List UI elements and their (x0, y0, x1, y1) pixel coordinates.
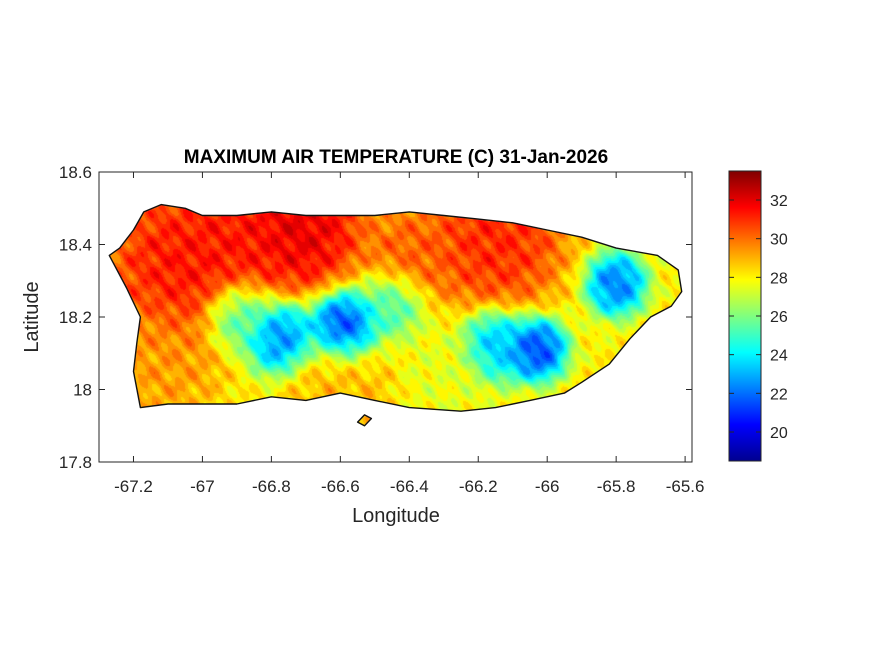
chart-title: MAXIMUM AIR TEMPERATURE (C) 31-Jan-2026 (184, 147, 608, 168)
x-tick-label: -66.2 (459, 477, 498, 496)
coastline-outline (108, 203, 683, 412)
coastline-layer (108, 203, 683, 427)
colorbar-tick-label: 24 (770, 348, 788, 365)
y-tick-label: 18.2 (59, 308, 92, 327)
colorbar-tick-label: 20 (770, 425, 788, 442)
temperature-heatmap (99, 172, 692, 462)
x-tick-label: -65.6 (666, 477, 705, 496)
colorbar-ticks: 32 30 28 26 24 22 20 (729, 193, 788, 442)
x-tick-label: -65.8 (597, 477, 636, 496)
x-axis-label: Longitude (352, 505, 440, 527)
x-tick-label: -66.4 (390, 477, 429, 496)
x-tick-label: -67.2 (114, 477, 153, 496)
x-axis-ticks: -67.2 -67 -66.8 -66.6 -66.4 -66.2 -66 -65.8 -65.… (114, 172, 704, 496)
x-tick-label: -66.6 (321, 477, 360, 496)
x-tick-label: -67 (190, 477, 215, 496)
y-axis-label: Latitude (21, 281, 43, 352)
colorbar-tick-label: 22 (770, 386, 788, 403)
colorbar (728, 170, 762, 462)
islet-outline (356, 414, 373, 427)
colorbar-tick-label: 30 (770, 232, 788, 249)
y-axis-ticks: 18.6 18.4 18.2 18 17.8 (59, 163, 692, 472)
colorbar-tick-label: 28 (770, 270, 788, 287)
colorbar-tick-label: 32 (770, 193, 788, 210)
y-tick-label: 17.8 (59, 453, 92, 472)
x-tick-label: -66 (535, 477, 560, 496)
colorbar-tick-label: 26 (770, 309, 788, 326)
y-tick-label: 18 (73, 381, 92, 400)
y-tick-label: 18.4 (59, 236, 92, 255)
y-tick-label: 18.6 (59, 163, 92, 182)
x-tick-label: -66.8 (252, 477, 291, 496)
